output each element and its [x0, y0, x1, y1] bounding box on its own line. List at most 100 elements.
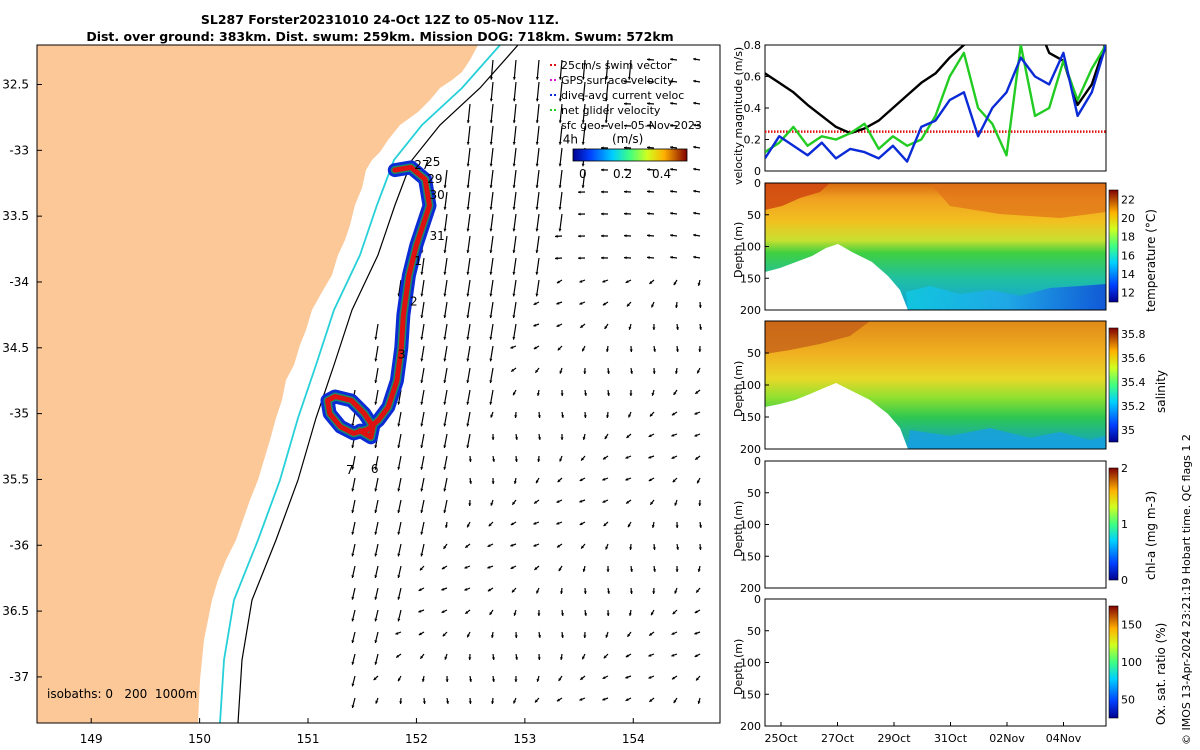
velocity-arrow — [374, 345, 379, 362]
velocity-line-glider_speed — [765, 45, 1106, 135]
velocity-arrowhead — [581, 76, 585, 80]
velocity-arrowhead — [579, 522, 583, 525]
velocity-arrowhead — [491, 701, 495, 704]
velocity-arrowhead — [560, 591, 564, 594]
velocity-arrowhead — [606, 415, 610, 418]
velocity-arrowhead — [512, 271, 516, 275]
velocity-arrow — [559, 125, 563, 145]
depth-y-tick-label: 50 — [747, 347, 761, 360]
temperature-warm-surface — [765, 183, 830, 210]
velocity-arrowhead — [351, 575, 355, 579]
velocity-arrowhead — [693, 189, 696, 193]
velocity-arrowhead — [629, 393, 633, 396]
date-tick-label: 31Oct — [934, 732, 968, 745]
velocity-arrowhead — [673, 391, 677, 395]
velocity-arrow — [467, 103, 471, 124]
velocity-arrowhead — [579, 301, 583, 305]
velocity-arrowhead — [581, 120, 585, 124]
velocity-arrowhead — [351, 445, 355, 449]
velocity-arrowhead — [514, 679, 518, 682]
map-x-tick-label: 152 — [405, 732, 428, 746]
velocity-arrowhead — [492, 459, 496, 462]
velocity-y-tick-label: 0.2 — [744, 134, 762, 147]
velocity-arrowhead — [374, 488, 378, 492]
velocity-arrowhead — [465, 544, 469, 548]
velocity-arrowhead — [629, 349, 633, 352]
velocity-arrowhead — [648, 455, 652, 459]
velocity-arrowhead — [601, 212, 604, 216]
isobath-200m — [219, 45, 501, 723]
velocity-arrowhead — [697, 370, 700, 374]
velocity-arrowhead — [670, 211, 673, 215]
velocity-arrowhead — [694, 631, 698, 635]
velocity-arrow — [582, 81, 586, 102]
velocity-arrow — [536, 169, 540, 189]
day-label: 30 — [429, 188, 444, 202]
velocity-arrowhead — [603, 655, 607, 659]
velocity-arrowhead — [601, 256, 604, 260]
velocity-arrowhead — [443, 545, 447, 549]
velocity-arrowhead — [628, 414, 632, 418]
velocity-arrowhead — [693, 57, 696, 61]
map-y-tick-label: -37 — [9, 670, 29, 684]
velocity-arrowhead — [511, 368, 515, 372]
velocity-arrowhead — [651, 304, 655, 308]
velocity-arrowhead — [420, 531, 424, 535]
day-label: 1 — [414, 254, 422, 268]
colorbar-tick-label: 35.6 — [1121, 352, 1146, 365]
velocity-arrowhead — [535, 480, 539, 484]
chlorophyll-axis-ticks: 0 50 100 150 200 0 1 2 — [740, 455, 1128, 595]
velocity-arrowhead — [537, 613, 541, 616]
velocity-arrowhead — [629, 547, 633, 550]
depth-y-tick-label: 100 — [740, 657, 761, 670]
velocity-arrowhead — [674, 371, 678, 374]
velocity-arrowhead — [603, 456, 607, 460]
velocity-arrowhead — [559, 370, 563, 374]
velocity-arrowhead — [670, 57, 673, 61]
velocity-arrowhead — [624, 212, 627, 216]
velocity-arrowhead — [673, 282, 677, 286]
velocity-arrowhead — [469, 679, 473, 682]
velocity-arrowhead — [578, 190, 581, 194]
velocity-arrow — [559, 191, 563, 210]
velocity-arrow — [444, 257, 448, 275]
velocity-arrowhead — [627, 76, 631, 80]
velocity-arrowhead — [605, 349, 609, 352]
velocity-arrowhead — [374, 466, 378, 470]
velocity-arrowhead — [697, 282, 701, 286]
velocity-arrowhead — [351, 683, 355, 687]
velocity-arrowhead — [422, 701, 426, 704]
legend-entry-net-glider-velocity: net glider velocity — [561, 104, 661, 117]
velocity-arrowhead — [558, 141, 562, 145]
velocity-arrowhead — [374, 358, 378, 362]
velocity-arrowhead — [556, 280, 560, 284]
velocity-arrowhead — [670, 123, 673, 127]
velocity-arrow — [512, 279, 517, 297]
depth-y-tick-label: 50 — [747, 625, 761, 638]
velocity-arrowhead — [693, 255, 696, 259]
velocity-arrowhead — [443, 315, 447, 319]
velocity-arrowhead — [397, 445, 401, 449]
velocity-arrow — [628, 59, 632, 80]
velocity-arrow — [467, 257, 471, 275]
velocity-arrowhead — [443, 336, 447, 340]
map-x-tick-label: 151 — [297, 732, 320, 746]
velocity-arrowhead — [512, 163, 516, 167]
velocity-arrowhead — [420, 358, 424, 362]
day-label: 6 — [371, 462, 379, 476]
velocity-arrow — [421, 257, 425, 275]
land-mass — [37, 45, 478, 723]
velocity-arrowhead — [487, 565, 491, 569]
velocity-arrowhead — [560, 393, 564, 396]
velocity-arrowhead — [556, 698, 560, 702]
velocity-arrow — [536, 191, 540, 210]
oxygen-ylabel: Depth (m) — [732, 639, 745, 695]
day-label: 29 — [427, 172, 442, 186]
velocity-arrowhead — [535, 185, 539, 189]
velocity-arrowhead — [420, 293, 424, 297]
velocity-arrowhead — [579, 499, 583, 503]
velocity-arrowhead — [396, 654, 400, 658]
velocity-arrowhead — [374, 553, 378, 557]
velocity-arrowhead — [489, 120, 493, 124]
